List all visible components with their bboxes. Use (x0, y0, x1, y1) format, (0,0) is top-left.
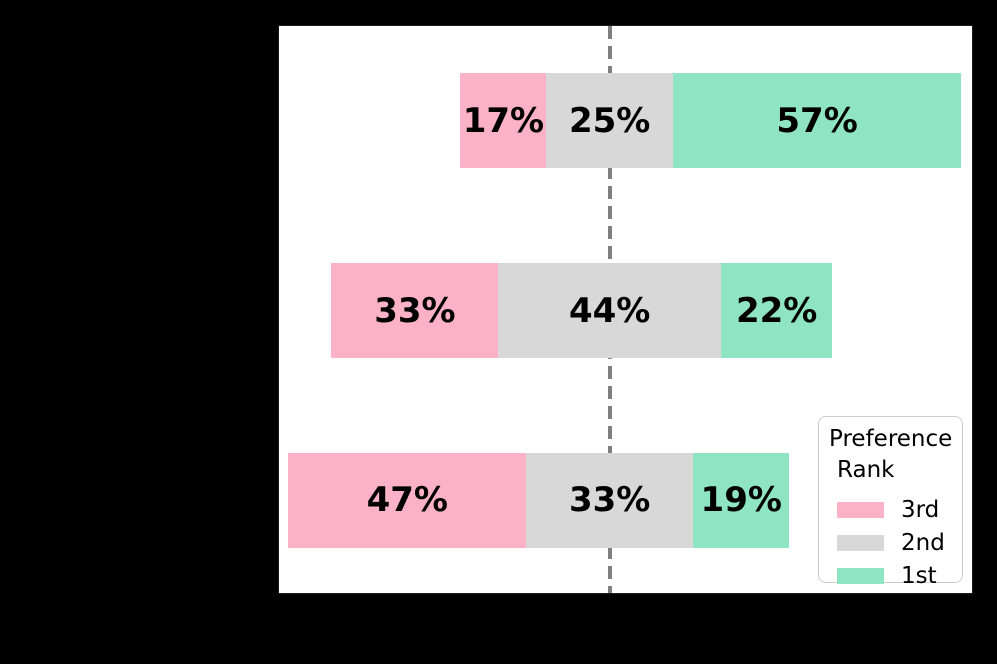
legend-swatch-1st (837, 567, 884, 584)
bar-segment-2nd: 33% (526, 452, 694, 548)
bar-row: 47% 33% 19% (288, 452, 790, 548)
legend-item-3rd: 3rd (829, 493, 952, 526)
segment-label: 17% (462, 100, 545, 141)
legend-title-line2: Rank (837, 457, 895, 484)
bar-row: 17% 25% 57% (460, 73, 962, 169)
segment-label: 47% (366, 480, 448, 521)
legend-item-2nd: 2nd (829, 526, 952, 559)
bar-segment-3rd: 47% (288, 452, 527, 548)
plot-area: 17% 25% 57% 33% 44% 22% 47% 33% 19% Preference R… (278, 25, 973, 594)
legend-item-label: 2nd (901, 529, 945, 556)
bar-row: 33% 44% 22% (331, 263, 833, 358)
legend-swatch-3rd (837, 501, 884, 518)
segment-label: 25% (568, 100, 651, 141)
bar-segment-1st: 57% (672, 73, 962, 169)
bar-segment-2nd: 44% (498, 263, 721, 358)
legend: Preference Rank 3rd 2nd 1st (818, 416, 963, 589)
segment-label: 33% (568, 480, 651, 521)
legend-item-1st: 1st (829, 559, 952, 592)
segment-label: 22% (735, 290, 818, 331)
legend-title-line1: Preference (829, 426, 953, 452)
bar-segment-1st: 22% (720, 263, 833, 358)
segment-label: 57% (776, 100, 858, 141)
legend-items: 3rd 2nd 1st (829, 493, 952, 592)
segment-label: 33% (374, 290, 456, 331)
bar-segment-2nd: 25% (546, 73, 673, 169)
bar-segment-1st: 19% (693, 452, 790, 548)
legend-item-label: 3rd (901, 496, 940, 523)
bar-segment-3rd: 17% (460, 73, 547, 169)
legend-title: Preference Rank (829, 424, 952, 486)
bar-segment-3rd: 33% (331, 263, 499, 358)
legend-swatch-2nd (837, 534, 884, 551)
segment-label: 19% (700, 480, 782, 521)
segment-label: 44% (568, 290, 651, 331)
legend-item-label: 1st (901, 562, 937, 589)
